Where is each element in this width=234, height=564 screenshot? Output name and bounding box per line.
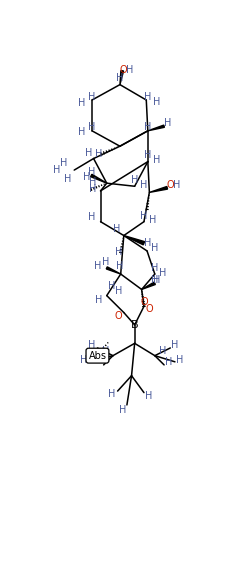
Polygon shape	[149, 187, 168, 192]
Text: B: B	[131, 320, 139, 330]
Polygon shape	[91, 174, 107, 183]
Text: H: H	[119, 404, 126, 415]
Text: H: H	[144, 92, 151, 102]
Text: H: H	[171, 340, 179, 350]
Text: H: H	[164, 118, 171, 128]
Text: H: H	[144, 122, 151, 132]
Polygon shape	[106, 267, 121, 274]
Text: H: H	[145, 391, 152, 400]
Text: H: H	[126, 65, 134, 75]
Text: H: H	[144, 238, 151, 248]
Text: H: H	[159, 346, 166, 356]
Text: H: H	[89, 184, 96, 195]
Text: H: H	[140, 180, 148, 190]
Text: H: H	[80, 355, 87, 365]
Text: H: H	[83, 172, 90, 182]
Text: H: H	[94, 355, 101, 365]
Text: H: H	[159, 267, 166, 277]
Polygon shape	[120, 70, 124, 85]
Text: H: H	[60, 158, 67, 168]
Text: H: H	[144, 151, 151, 161]
Text: O: O	[140, 297, 148, 307]
Text: H: H	[88, 92, 95, 102]
Text: O: O	[146, 305, 153, 315]
Polygon shape	[148, 125, 165, 131]
Text: H: H	[102, 257, 109, 267]
Text: H: H	[116, 73, 124, 83]
Text: H: H	[85, 148, 93, 158]
Text: H: H	[151, 263, 158, 273]
Text: H: H	[88, 212, 95, 222]
Text: H: H	[154, 275, 161, 285]
Text: H: H	[109, 389, 116, 399]
Text: H: H	[88, 340, 95, 350]
Text: H: H	[176, 355, 183, 365]
Text: H: H	[113, 224, 121, 235]
Text: H: H	[115, 248, 122, 258]
Polygon shape	[124, 236, 145, 245]
Text: H: H	[94, 261, 101, 271]
Text: H: H	[64, 174, 72, 184]
Text: H: H	[115, 286, 123, 296]
Text: H: H	[78, 127, 86, 138]
Text: H: H	[151, 275, 158, 285]
Text: H: H	[140, 210, 148, 221]
Text: H: H	[89, 177, 96, 187]
Text: H: H	[102, 346, 109, 356]
Text: H: H	[153, 96, 160, 107]
Text: H: H	[53, 165, 61, 175]
Text: H: H	[165, 357, 172, 367]
Text: H: H	[153, 155, 160, 165]
Text: H: H	[131, 175, 138, 185]
Text: H: H	[173, 180, 180, 190]
Text: H: H	[108, 281, 115, 292]
Text: H: H	[95, 149, 102, 159]
Polygon shape	[142, 282, 155, 289]
Text: O: O	[115, 311, 122, 320]
Text: Abs: Abs	[88, 351, 106, 360]
Text: H: H	[116, 261, 124, 271]
Text: H: H	[95, 295, 103, 305]
Text: O: O	[166, 180, 174, 190]
Text: H: H	[88, 168, 95, 178]
Text: H: H	[78, 98, 86, 108]
Text: H: H	[88, 122, 95, 132]
Text: O: O	[119, 65, 127, 75]
Text: H: H	[149, 215, 156, 225]
Text: H: H	[151, 243, 158, 253]
